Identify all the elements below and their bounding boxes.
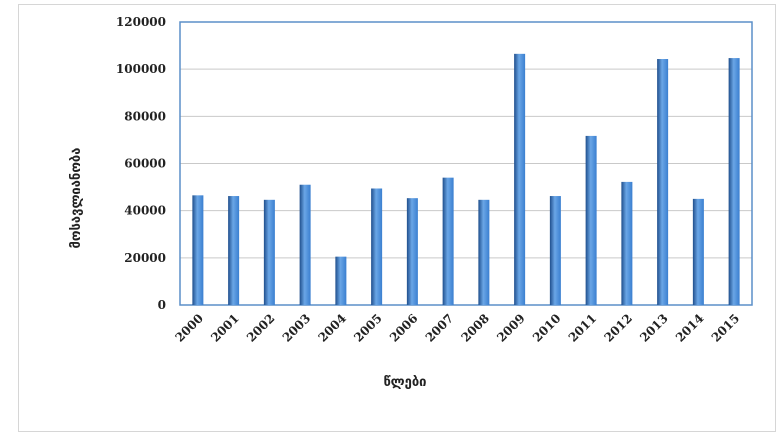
plot-area [179,21,753,306]
x-tick-label: 2009 [494,311,528,345]
bar-2014 [692,198,704,305]
bar-2001 [228,196,240,305]
x-tick-label: 2000 [172,311,206,345]
x-tick-label: 2001 [208,311,242,345]
x-tick-label: 2004 [315,311,349,345]
y-tick-label: 120000 [116,15,166,29]
bar-2015 [728,58,740,305]
bar-2010 [549,196,561,305]
bar-2008 [478,199,490,305]
chart-frame [18,4,776,432]
x-tick-label: 2006 [387,311,421,345]
bar-2009 [514,53,526,306]
y-tick-label: 100000 [116,62,166,76]
x-tick-label: 2008 [458,311,492,345]
y-axis-ticks: 0 20000 40000 60000 80000 100000 120000 [116,15,166,312]
bar-2003 [299,184,311,305]
bar-2000 [192,195,204,305]
x-tick-label: 2013 [637,311,671,345]
x-tick-label: 2011 [566,311,600,345]
bar-2013 [657,59,669,305]
bar-2005 [371,188,383,305]
x-axis-title: წლები [383,375,426,390]
x-tick-label: 2010 [530,311,564,345]
bar-2012 [621,181,633,305]
bar-2004 [335,256,347,305]
y-tick-label: 60000 [124,157,166,171]
y-tick-label: 20000 [124,251,166,265]
bars [192,53,740,306]
y-tick-label: 80000 [124,109,166,123]
x-tick-label: 2003 [280,311,314,345]
bar-2006 [406,198,418,305]
bar-2011 [585,135,597,305]
x-tick-label: 2005 [351,311,385,345]
x-tick-label: 2002 [244,311,278,345]
y-tick-label: 40000 [124,204,166,218]
x-axis-ticks: 2000 2001 2002 2003 2004 2005 2006 2007 2008 2009… [172,311,742,345]
y-tick-label: 0 [158,298,166,312]
bar-2002 [263,199,275,305]
x-tick-label: 2012 [601,311,635,345]
x-tick-label: 2007 [423,311,457,345]
x-tick-label: 2014 [673,311,707,345]
gridlines [180,68,752,259]
bar-2007 [442,177,454,305]
x-tick-label: 2015 [709,311,743,345]
y-axis-title: მოსავლიანობა [69,148,84,249]
